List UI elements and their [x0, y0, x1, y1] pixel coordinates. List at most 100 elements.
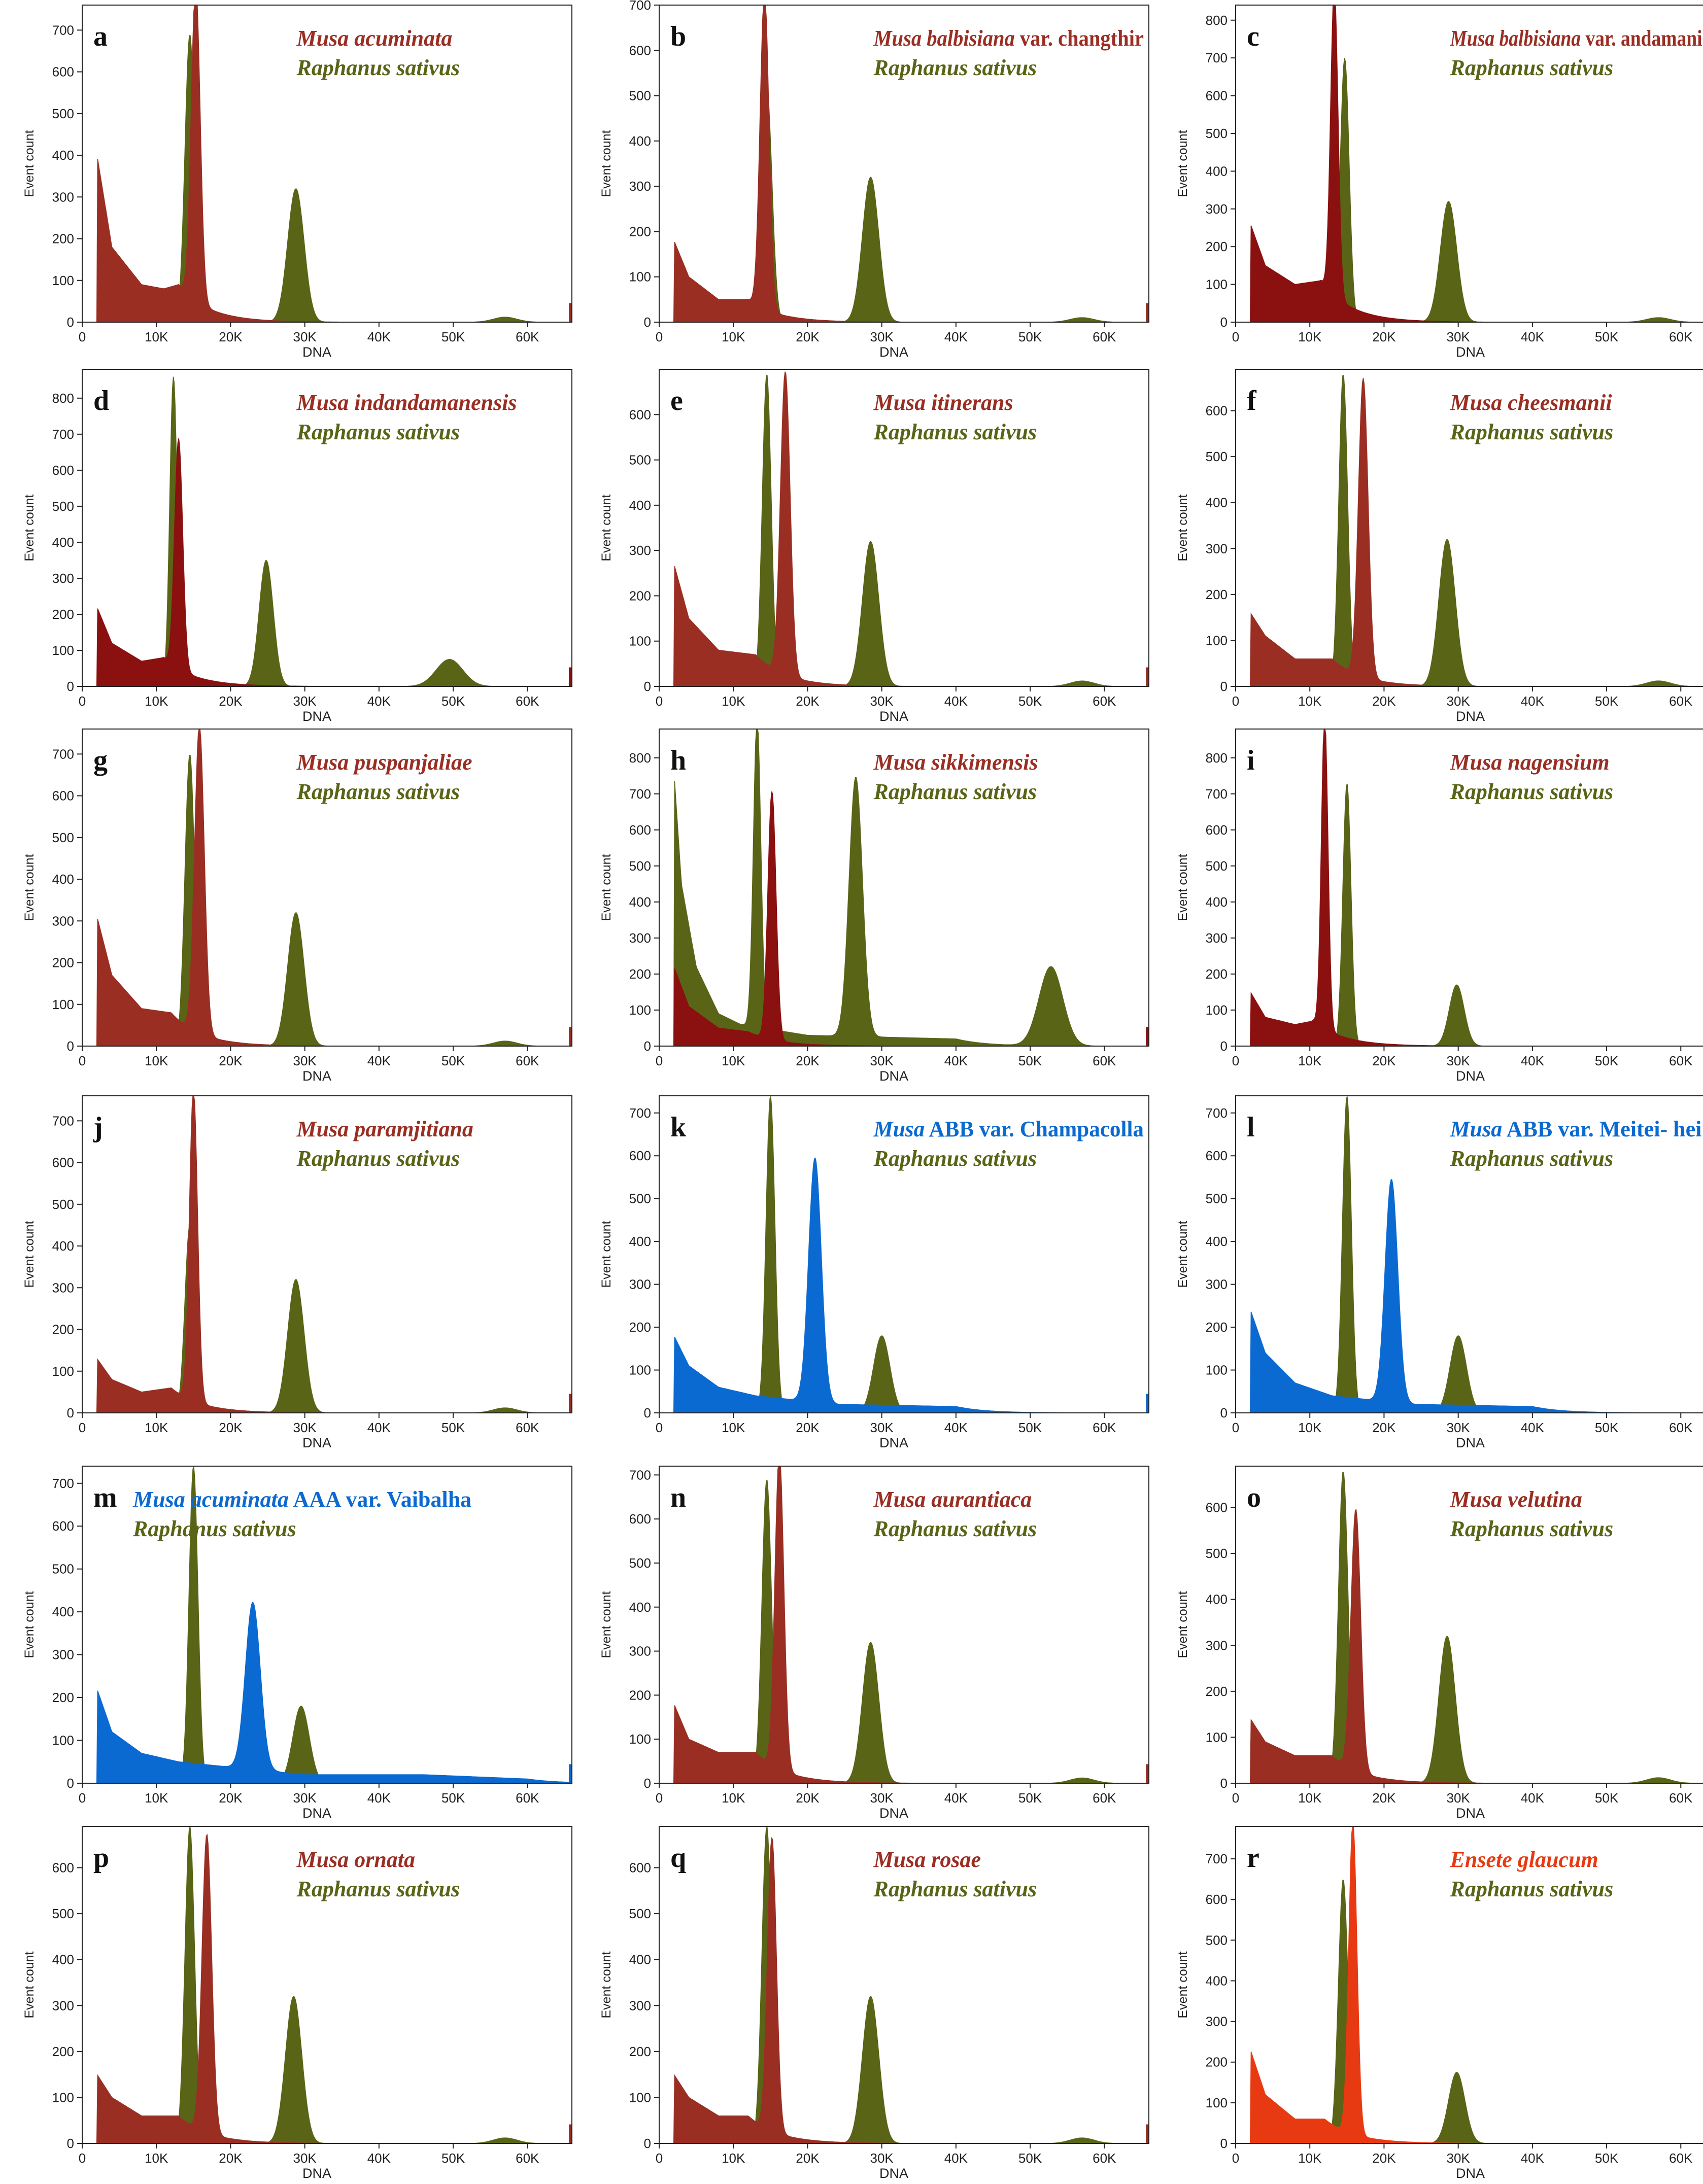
- legend-entry-1: Raphanus sativus: [1450, 1146, 1614, 1171]
- y-tick-label: 0: [1220, 1405, 1228, 1420]
- x-tick-label: 0: [656, 329, 663, 344]
- y-axis-label: Event count: [22, 854, 37, 921]
- x-tick-label: 60K: [1093, 2151, 1116, 2166]
- y-tick-label: 600: [52, 1518, 74, 1534]
- x-tick-label: 50K: [1595, 2151, 1619, 2166]
- y-tick-label: 200: [1206, 966, 1228, 982]
- y-tick-label: 300: [1206, 541, 1228, 556]
- x-tick-label: 40K: [367, 2151, 391, 2166]
- panel-h: 0 100 200 300 400 500 600 700 800 0 10K 20K 30K 40K 50…: [599, 729, 1149, 1084]
- y-tick-label: 400: [629, 498, 651, 513]
- x-axis-label: DNA: [879, 1068, 908, 1084]
- x-tick-label: 60K: [1093, 1053, 1116, 1068]
- y-axis-label: Event count: [1176, 494, 1190, 561]
- x-tick-label: 40K: [1521, 2151, 1545, 2166]
- plot-frame: [1235, 5, 1703, 323]
- x-axis-label: DNA: [879, 1435, 908, 1450]
- x-tick-label: 20K: [219, 2151, 243, 2166]
- legend-italic: Musa balbisiana: [1450, 26, 1581, 51]
- x-tick-label: 30K: [293, 694, 317, 709]
- overflow-bar: [1146, 2124, 1149, 2143]
- x-tick-label: 30K: [870, 329, 894, 344]
- x-axis-label: DNA: [879, 2166, 908, 2181]
- legend-italic: Musa acuminata: [296, 26, 453, 51]
- y-tick-label: 100: [629, 2090, 651, 2105]
- y-tick-label: 700: [629, 0, 651, 13]
- legend-entry-0: Musa ABB var. Meitei- hei: [1450, 1117, 1702, 1141]
- legend-entry-0: Musa puspanjaliae: [296, 750, 472, 775]
- x-axis-label: DNA: [302, 1068, 331, 1084]
- legend-italic: Musa acuminata: [132, 1487, 289, 1512]
- panel-letter: q: [670, 1842, 686, 1874]
- legend-italic: Raphanus sativus: [873, 1877, 1037, 1901]
- x-tick-label: 30K: [870, 1790, 894, 1806]
- y-tick-label: 0: [1220, 315, 1228, 330]
- y-tick-label: 400: [629, 894, 651, 910]
- legend-italic: Raphanus sativus: [296, 1146, 460, 1171]
- legend-entry-0: Musa ABB var. Champacolla: [873, 1117, 1144, 1141]
- x-tick-label: 60K: [516, 2151, 539, 2166]
- plot-frame: [1235, 1466, 1703, 1784]
- y-tick-label: 500: [1206, 858, 1228, 874]
- y-tick-label: 400: [52, 148, 74, 163]
- x-tick-label: 30K: [293, 2151, 317, 2166]
- legend-entry-0: Musa rosae: [873, 1847, 981, 1872]
- y-tick-label: 400: [1206, 495, 1228, 510]
- x-tick-label: 0: [79, 329, 86, 344]
- legend-rest: ABB var. Champacolla: [925, 1117, 1144, 1141]
- x-axis-label: DNA: [1456, 2166, 1485, 2181]
- legend-entry-0: Musa itinerans: [873, 390, 1013, 415]
- y-tick-label: 300: [52, 571, 74, 586]
- plot-frame: [82, 1466, 572, 1784]
- x-tick-label: 50K: [1595, 694, 1619, 709]
- y-tick-label: 600: [1206, 1500, 1228, 1515]
- legend-italic: Musa paramjitiana: [296, 1117, 473, 1141]
- x-tick-label: 40K: [367, 329, 391, 344]
- legend-entry-1: Raphanus sativus: [1450, 1516, 1614, 1541]
- legend-rest: AAA var. Vaibalha: [289, 1487, 471, 1512]
- legend-entry-0: Musa indandamanensis: [296, 390, 517, 415]
- y-tick-label: 700: [52, 746, 74, 761]
- y-tick-label: 100: [1206, 277, 1228, 292]
- x-tick-label: 40K: [1521, 329, 1545, 344]
- legend-entry-1: Raphanus sativus: [873, 420, 1037, 444]
- x-tick-label: 20K: [1372, 329, 1396, 344]
- panel-g: 0 100 200 300 400 500 600 700 0 10K 20K 30K 40K 50K 60…: [22, 729, 572, 1084]
- x-tick-label: 40K: [367, 694, 391, 709]
- legend-entry-1: Raphanus sativus: [873, 1516, 1037, 1541]
- x-tick-label: 60K: [1669, 2151, 1693, 2166]
- legend-italic: Musa balbisiana: [873, 26, 1015, 51]
- x-tick-label: 20K: [796, 2151, 820, 2166]
- x-tick-label: 10K: [722, 1053, 745, 1068]
- legend-italic: Musa puspanjaliae: [296, 750, 472, 775]
- legend-entry-1: Raphanus sativus: [132, 1516, 296, 1541]
- y-tick-label: 300: [629, 1644, 651, 1659]
- y-tick-label: 0: [644, 679, 651, 694]
- x-axis-label: DNA: [302, 1806, 331, 1821]
- x-tick-label: 20K: [796, 329, 820, 344]
- y-tick-label: 200: [52, 955, 74, 970]
- y-tick-label: 800: [1206, 750, 1228, 766]
- plot-frame: [659, 729, 1149, 1047]
- y-tick-label: 200: [1206, 1684, 1228, 1699]
- legend-entry-0: Musa ornata: [296, 1847, 416, 1872]
- x-tick-label: 10K: [1298, 694, 1322, 709]
- x-tick-label: 30K: [870, 1053, 894, 1068]
- x-tick-label: 30K: [870, 2151, 894, 2166]
- panel-l: 0 100 200 300 400 500 600 700 0 10K 20K 30K 40K 50K 60…: [1176, 1095, 1703, 1450]
- y-tick-label: 600: [629, 1511, 651, 1527]
- y-tick-label: 300: [1206, 1638, 1228, 1653]
- legend-italic: Raphanus sativus: [1450, 1877, 1614, 1901]
- legend-italic: Raphanus sativus: [296, 420, 460, 444]
- x-tick-label: 20K: [1372, 1420, 1396, 1435]
- x-tick-label: 40K: [944, 2151, 968, 2166]
- x-tick-label: 30K: [293, 329, 317, 344]
- legend-italic: Raphanus sativus: [296, 1877, 460, 1901]
- panel-letter: p: [93, 1842, 109, 1874]
- y-tick-label: 0: [1220, 1776, 1228, 1791]
- x-tick-label: 40K: [1521, 694, 1545, 709]
- y-tick-label: 600: [1206, 88, 1228, 103]
- x-axis-label: DNA: [1456, 709, 1485, 724]
